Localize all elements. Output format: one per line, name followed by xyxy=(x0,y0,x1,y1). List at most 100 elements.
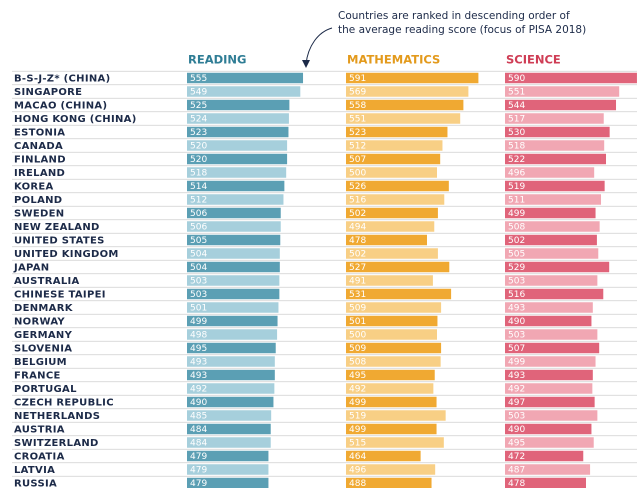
bar xyxy=(187,194,284,205)
bar xyxy=(505,99,617,111)
bar xyxy=(187,99,290,111)
value-label: 558 xyxy=(349,101,366,111)
bar xyxy=(346,126,448,138)
bar xyxy=(505,194,602,205)
bar xyxy=(505,315,592,327)
value-label: 503 xyxy=(190,277,207,287)
value-label: 494 xyxy=(349,223,366,233)
value-label: 499 xyxy=(349,398,366,408)
value-label: 517 xyxy=(508,115,525,125)
value-label: 518 xyxy=(508,142,525,152)
value-label: 569 xyxy=(349,88,366,98)
value-label: 496 xyxy=(349,466,366,476)
category-label: ESTONIA xyxy=(14,128,65,139)
value-label: 512 xyxy=(349,142,366,152)
bar xyxy=(505,410,598,421)
bar xyxy=(346,437,444,448)
value-label: 519 xyxy=(508,182,525,192)
bar xyxy=(346,356,441,367)
value-label: 502 xyxy=(349,209,366,219)
bar xyxy=(505,207,596,219)
value-label: 493 xyxy=(190,371,207,381)
annotation-arrow xyxy=(305,27,333,65)
bar xyxy=(505,342,600,354)
bar xyxy=(187,396,274,408)
annotation: Countries are ranked in descending order… xyxy=(338,10,570,22)
bar xyxy=(505,126,610,138)
category-label: MACAO (CHINA) xyxy=(14,101,107,112)
category-label: SWEDEN xyxy=(14,209,64,220)
value-label: 502 xyxy=(349,250,366,260)
bar xyxy=(346,248,438,259)
bar xyxy=(187,450,269,462)
bar xyxy=(346,234,427,246)
value-label: 523 xyxy=(190,128,207,138)
bar xyxy=(505,86,620,97)
value-label: 505 xyxy=(190,236,207,246)
category-label: CHINESE TAIPEI xyxy=(14,290,106,301)
bar xyxy=(187,180,285,192)
category-label: FRANCE xyxy=(14,371,61,382)
value-label: 499 xyxy=(349,425,366,435)
category-label: NORWAY xyxy=(14,317,65,328)
category-label: BELGIUM xyxy=(14,357,67,368)
bar xyxy=(187,140,288,151)
value-label: 478 xyxy=(349,236,366,246)
category-label: IRELAND xyxy=(14,168,65,179)
bar xyxy=(346,86,469,97)
bar xyxy=(346,221,435,232)
annotation: the average reading score (focus of PISA… xyxy=(338,24,586,36)
bar xyxy=(346,369,435,381)
category-label: NETHERLANDS xyxy=(14,411,100,422)
value-label: 479 xyxy=(190,452,207,462)
bar xyxy=(505,180,605,192)
value-label: 492 xyxy=(190,385,207,395)
bar xyxy=(505,234,597,246)
value-label: 518 xyxy=(190,169,207,179)
value-label: 487 xyxy=(508,466,525,476)
arrow-head xyxy=(302,60,310,68)
category-label: SLOVENIA xyxy=(14,344,72,355)
value-label: 472 xyxy=(508,452,525,462)
category-label: GERMANY xyxy=(14,330,73,341)
bar xyxy=(346,315,438,327)
bar xyxy=(505,356,596,367)
bar xyxy=(346,410,446,421)
bar xyxy=(187,167,287,178)
value-label: 490 xyxy=(190,398,207,408)
value-label: 493 xyxy=(508,304,525,314)
bar xyxy=(505,167,595,178)
value-label: 590 xyxy=(508,74,525,84)
bar xyxy=(187,315,278,327)
value-label: 591 xyxy=(349,74,366,84)
bar xyxy=(505,396,595,408)
value-label: 527 xyxy=(349,263,366,273)
bar xyxy=(187,86,301,97)
value-label: 507 xyxy=(508,344,525,354)
bar xyxy=(187,356,275,367)
value-label: 493 xyxy=(190,358,207,368)
bar xyxy=(505,477,586,488)
series-header: SCIENCE xyxy=(506,53,561,67)
category-label: B-S-J-Z* (CHINA) xyxy=(14,74,110,85)
bar xyxy=(346,329,437,340)
category-label: AUSTRALIA xyxy=(14,276,80,287)
bar xyxy=(346,180,449,192)
bar xyxy=(346,464,436,475)
bar xyxy=(187,275,280,286)
value-label: 549 xyxy=(190,88,207,98)
value-label: 525 xyxy=(190,101,207,111)
bar xyxy=(505,221,600,232)
value-label: 551 xyxy=(349,115,366,125)
category-label: CANADA xyxy=(14,141,63,152)
value-label: 478 xyxy=(508,479,525,488)
bar xyxy=(505,248,599,259)
category-label: DENMARK xyxy=(14,303,74,314)
bar xyxy=(505,113,604,124)
category-label: PORTUGAL xyxy=(14,384,77,395)
value-label: 502 xyxy=(508,236,525,246)
value-label: 499 xyxy=(190,317,207,327)
value-label: 514 xyxy=(190,182,207,192)
value-label: 526 xyxy=(349,182,366,192)
